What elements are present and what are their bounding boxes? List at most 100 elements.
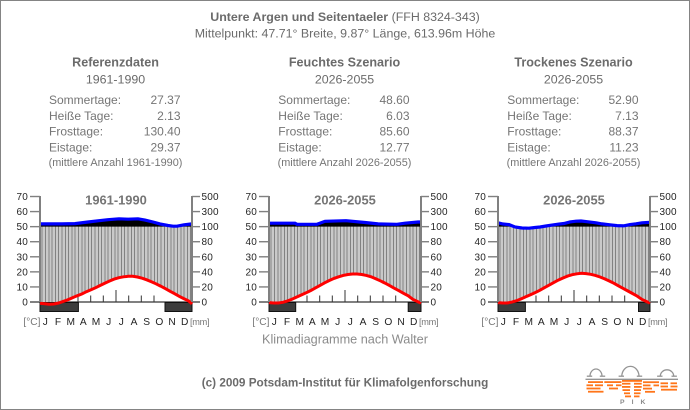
svg-text:20: 20: [245, 267, 257, 278]
svg-text:30: 30: [245, 252, 257, 263]
svg-text:[mm]: [mm]: [419, 317, 438, 327]
svg-text:7.13: 7.13: [615, 109, 639, 123]
svg-text:(c) 2009 Potsdam-Institut für: (c) 2009 Potsdam-Institut für Klimafolge…: [202, 377, 489, 390]
svg-text:48.60: 48.60: [379, 93, 409, 107]
svg-text:M: M: [524, 317, 533, 328]
svg-text:40: 40: [474, 237, 486, 248]
svg-text:F: F: [55, 317, 61, 328]
svg-text:A: A: [309, 317, 316, 328]
svg-text:88.37: 88.37: [608, 125, 638, 139]
svg-text:J: J: [564, 317, 569, 328]
svg-text:20: 20: [474, 267, 486, 278]
svg-text:0: 0: [660, 298, 666, 309]
svg-text:40: 40: [245, 237, 257, 248]
svg-text:0: 0: [480, 298, 486, 309]
svg-text:O: O: [384, 317, 392, 328]
svg-text:S: S: [143, 317, 150, 328]
svg-text:10: 10: [474, 282, 486, 293]
svg-text:30: 30: [474, 252, 486, 263]
svg-text:[mm]: [mm]: [648, 317, 667, 327]
svg-text:[°C]: [°C]: [23, 317, 40, 328]
svg-text:40: 40: [660, 267, 672, 278]
svg-text:O: O: [155, 317, 163, 328]
svg-text:Frosttage:: Frosttage:: [49, 125, 103, 139]
svg-text:Trockenes Szenario: Trockenes Szenario: [514, 56, 633, 70]
svg-text:(mittlere Anzahl 2026-2055): (mittlere Anzahl 2026-2055): [507, 157, 641, 169]
svg-text:Eistage:: Eistage:: [49, 141, 92, 155]
svg-text:85.60: 85.60: [379, 125, 409, 139]
svg-text:M: M: [295, 317, 304, 328]
svg-text:J: J: [348, 317, 353, 328]
svg-text:500: 500: [431, 192, 449, 203]
svg-text:A: A: [80, 317, 87, 328]
svg-text:300: 300: [202, 207, 220, 218]
svg-text:20: 20: [16, 267, 28, 278]
svg-text:0: 0: [22, 298, 28, 309]
svg-text:[°C]: [°C]: [252, 317, 269, 328]
svg-text:1961-1990: 1961-1990: [85, 193, 147, 208]
svg-text:70: 70: [245, 192, 257, 203]
svg-text:1961-1990: 1961-1990: [86, 73, 145, 87]
svg-text:500: 500: [202, 192, 220, 203]
svg-text:50: 50: [16, 222, 28, 233]
svg-text:[°C]: [°C]: [481, 317, 498, 328]
svg-text:0: 0: [431, 298, 437, 309]
svg-text:2026-2055: 2026-2055: [315, 73, 374, 87]
svg-text:S: S: [372, 317, 379, 328]
svg-text:N: N: [626, 317, 633, 328]
svg-text:12.77: 12.77: [379, 141, 409, 155]
svg-text:500: 500: [660, 192, 678, 203]
svg-text:D: D: [181, 317, 188, 328]
svg-text:Mittelpunkt: 47.71° Breite, 9.: Mittelpunkt: 47.71° Breite, 9.87° Länge,…: [195, 27, 496, 41]
svg-text:11.23: 11.23: [609, 141, 638, 155]
svg-text:29.37: 29.37: [150, 141, 180, 155]
svg-text:N: N: [397, 317, 404, 328]
svg-text:S: S: [601, 317, 608, 328]
svg-text:Eistage:: Eistage:: [507, 141, 550, 155]
svg-text:10: 10: [16, 282, 28, 293]
svg-text:100: 100: [431, 222, 449, 233]
svg-text:40: 40: [431, 267, 443, 278]
svg-text:Klimadiagramme nach Walter: Klimadiagramme nach Walter: [262, 333, 429, 347]
svg-text:60: 60: [16, 207, 28, 218]
svg-text:100: 100: [660, 222, 678, 233]
svg-text:2026-2055: 2026-2055: [314, 193, 376, 208]
svg-text:60: 60: [660, 252, 672, 263]
svg-text:Frosttage:: Frosttage:: [278, 125, 332, 139]
svg-text:D: D: [410, 317, 417, 328]
svg-text:Untere Argen und Seitentaeler: Untere Argen und Seitentaeler (FFH 8324-…: [210, 10, 479, 24]
svg-text:J: J: [335, 317, 340, 328]
svg-text:Eistage:: Eistage:: [278, 141, 321, 155]
svg-text:Referenzdaten: Referenzdaten: [72, 56, 159, 70]
svg-text:80: 80: [431, 237, 443, 248]
svg-text:Heiße Tage:: Heiße Tage:: [278, 109, 342, 123]
svg-text:J: J: [272, 317, 277, 328]
svg-text:A: A: [589, 317, 596, 328]
svg-text:Sommertage:: Sommertage:: [49, 93, 121, 107]
svg-text:300: 300: [431, 207, 449, 218]
svg-text:Feuchtes Szenario: Feuchtes Szenario: [289, 56, 401, 70]
svg-text:F: F: [284, 317, 290, 328]
svg-text:Frosttage:: Frosttage:: [507, 125, 561, 139]
svg-text:10: 10: [245, 282, 257, 293]
svg-text:60: 60: [431, 252, 443, 263]
svg-text:300: 300: [660, 207, 678, 218]
svg-text:J: J: [119, 317, 124, 328]
svg-text:60: 60: [474, 207, 486, 218]
svg-text:M: M: [321, 317, 330, 328]
svg-text:2.13: 2.13: [157, 109, 181, 123]
svg-text:K: K: [641, 399, 646, 406]
svg-text:50: 50: [474, 222, 486, 233]
svg-text:J: J: [43, 317, 48, 328]
svg-text:A: A: [131, 317, 138, 328]
svg-text:I: I: [632, 399, 634, 406]
svg-text:40: 40: [202, 267, 214, 278]
svg-text:70: 70: [474, 192, 486, 203]
svg-text:A: A: [538, 317, 545, 328]
svg-text:J: J: [106, 317, 111, 328]
svg-text:60: 60: [245, 207, 257, 218]
svg-text:20: 20: [431, 282, 443, 293]
svg-text:M: M: [92, 317, 101, 328]
svg-text:Heiße Tage:: Heiße Tage:: [49, 109, 113, 123]
svg-text:P: P: [620, 399, 625, 406]
